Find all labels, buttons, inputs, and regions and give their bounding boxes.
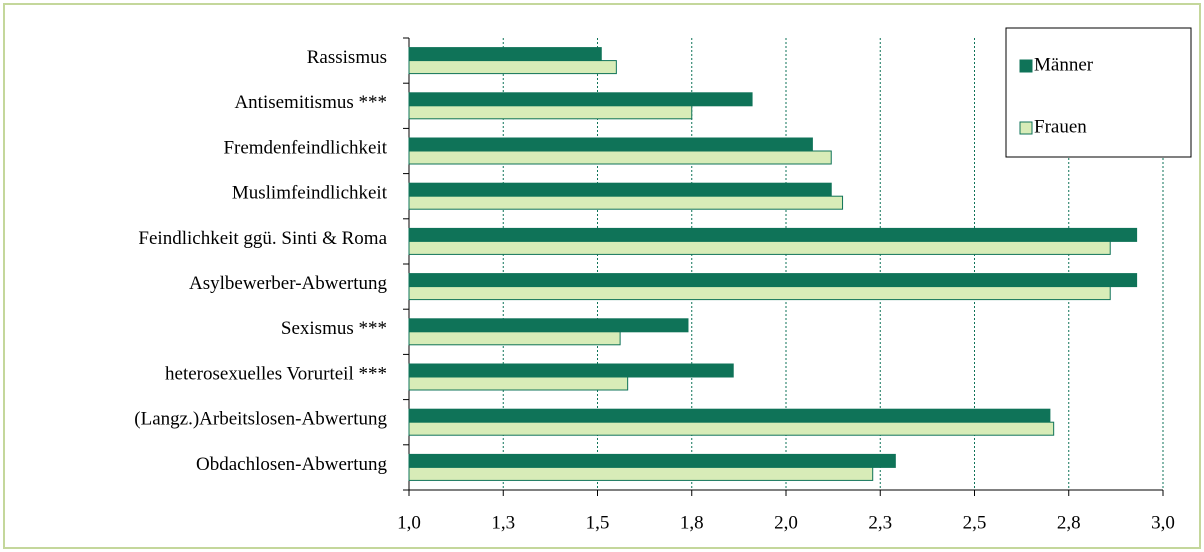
x-tick-label: 1,3 — [491, 512, 515, 533]
bar — [408, 182, 832, 197]
bar — [408, 92, 753, 107]
x-tick-label: 2,3 — [868, 512, 892, 533]
y-tick-label: (Langz.)Arbeitslosen-Abwertung — [134, 409, 387, 430]
bar — [408, 150, 832, 165]
y-tick-label: Asylbewerber-Abwertung — [189, 273, 387, 294]
bar — [408, 421, 1055, 436]
legend-box — [1005, 27, 1192, 158]
x-tick-label: 3,0 — [1151, 512, 1175, 533]
bar — [408, 466, 874, 481]
x-tick-label: 1,8 — [680, 512, 704, 533]
y-tick-label: Antisemitismus *** — [234, 92, 387, 113]
x-tick-label: 2,0 — [774, 512, 798, 533]
y-tick-label: Obdachlosen-Abwertung — [196, 454, 388, 475]
bar — [408, 195, 844, 210]
bar — [408, 363, 734, 378]
bar — [408, 105, 693, 120]
bar — [408, 331, 621, 346]
legend-label: Frauen — [1034, 116, 1087, 137]
y-tick-label: Rassismus — [307, 47, 387, 68]
bar — [408, 408, 1051, 423]
x-tick-label: 2,5 — [963, 512, 987, 533]
y-tick-label: Feindlichkeit ggü. Sinti & Roma — [138, 228, 387, 249]
legend-swatch — [1019, 121, 1033, 135]
x-tick-label: 1,0 — [397, 512, 421, 533]
bar — [408, 273, 1138, 288]
y-tick-label: Fremdenfeindlichkeit — [223, 137, 387, 158]
y-tick-label: Muslimfeindlichkeit — [232, 183, 388, 204]
x-tick-label: 2,8 — [1057, 512, 1081, 533]
bar — [408, 376, 629, 391]
bar — [408, 318, 689, 333]
bar — [408, 286, 1111, 301]
legend-label: Männer — [1034, 54, 1094, 75]
bar — [408, 227, 1138, 242]
y-tick-label: Sexismus *** — [281, 318, 387, 339]
bar — [408, 240, 1111, 255]
legend-swatch — [1019, 59, 1033, 73]
bar — [408, 137, 813, 152]
bar — [408, 453, 896, 468]
y-tick-label: heterosexuelles Vorurteil *** — [165, 363, 387, 384]
x-tick-label: 1,5 — [586, 512, 610, 533]
bar — [408, 47, 602, 62]
bar — [408, 60, 617, 75]
